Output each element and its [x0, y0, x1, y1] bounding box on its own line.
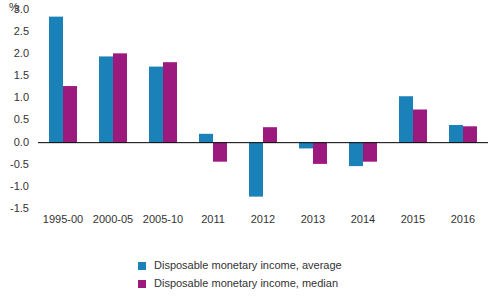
- y-tick: [32, 10, 36, 11]
- bar: [199, 134, 213, 143]
- bar: [249, 143, 263, 197]
- y-tick-label: 3.0: [14, 3, 29, 15]
- y-tick-label: 0.5: [14, 113, 29, 125]
- y-tick: [32, 76, 36, 77]
- bar: [349, 143, 363, 166]
- bar: [99, 56, 113, 142]
- y-tick-label: 2.5: [14, 25, 29, 37]
- bar: [313, 143, 327, 164]
- bar: [299, 143, 313, 149]
- bar: [413, 110, 427, 143]
- bar: [463, 126, 477, 142]
- bar: [213, 143, 227, 162]
- y-tick-label: 1.5: [14, 69, 29, 81]
- x-tick-label: 2011: [201, 213, 225, 225]
- bar: [263, 127, 277, 142]
- x-tick-label: 2005-10: [143, 213, 183, 225]
- y-tick-label: 1.0: [14, 91, 29, 103]
- legend-swatch: [138, 280, 146, 288]
- x-tick-label: 2012: [251, 213, 275, 225]
- legend-label: Disposable monetary income, median: [154, 277, 338, 289]
- bar: [363, 143, 377, 162]
- y-tick: [32, 120, 36, 121]
- y-tick-label: -1.0: [10, 180, 29, 192]
- bar: [163, 62, 177, 142]
- y-tick: [32, 186, 36, 187]
- y-tick-label: -0.5: [10, 158, 29, 170]
- x-tick-label: 2016: [451, 213, 475, 225]
- bar: [49, 17, 63, 143]
- x-tick-label: 2015: [401, 213, 425, 225]
- y-tick-label: -1.5: [10, 202, 29, 214]
- y-tick: [32, 209, 36, 210]
- x-tick-label: 2013: [301, 213, 325, 225]
- zero-line: [38, 142, 488, 143]
- y-tick: [32, 164, 36, 165]
- y-tick-label: 2.0: [14, 47, 29, 59]
- y-tick: [32, 54, 36, 55]
- x-tick-label: 1995-00: [43, 213, 83, 225]
- y-tick-label: 0.0: [14, 136, 29, 148]
- bar: [449, 125, 463, 143]
- chart: %-1.5-1.0-0.50.00.51.01.52.02.53.01995-0…: [0, 0, 492, 302]
- y-tick: [32, 142, 36, 143]
- x-tick-label: 2014: [351, 213, 375, 225]
- legend-swatch: [138, 262, 146, 270]
- bar: [149, 67, 163, 143]
- x-tick-label: 2000-05: [93, 213, 133, 225]
- bar: [63, 86, 77, 143]
- y-tick: [32, 32, 36, 33]
- bar: [113, 53, 127, 142]
- legend-label: Disposable monetary income, average: [154, 259, 342, 271]
- bars: [49, 17, 477, 197]
- bar: [399, 96, 413, 142]
- y-tick: [32, 98, 36, 99]
